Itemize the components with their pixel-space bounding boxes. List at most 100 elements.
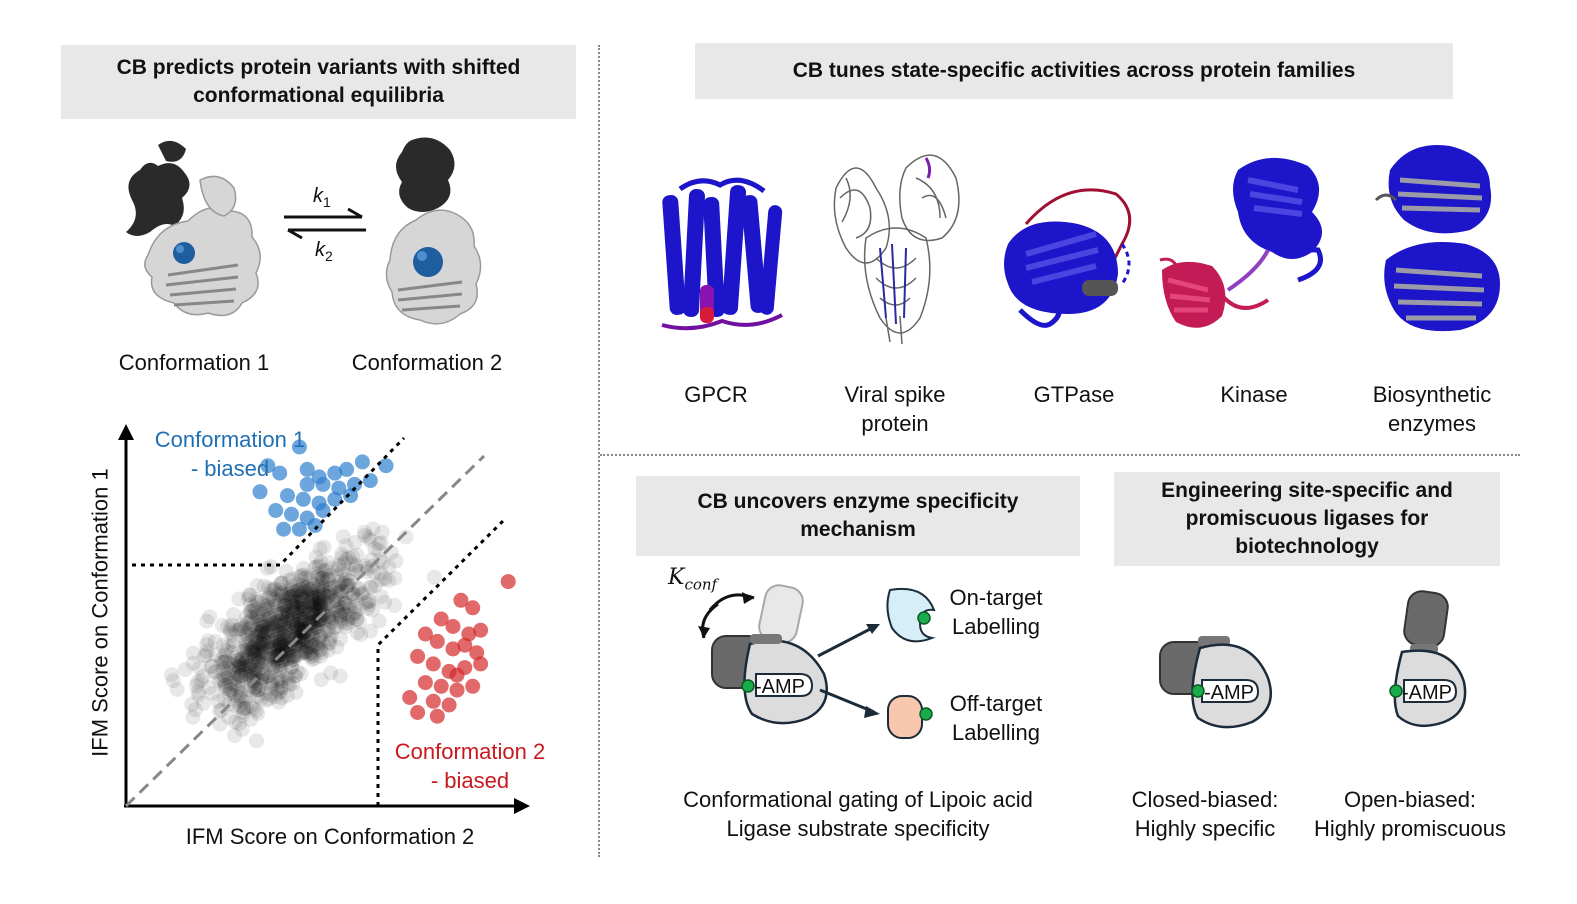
family-label-viral-spike-line1: Viral spike xyxy=(844,382,946,407)
variant-point xyxy=(273,606,289,622)
variant-point xyxy=(240,635,256,651)
conf2-biased-annotation: Conformation 2 - biased xyxy=(380,737,560,795)
variant-point xyxy=(285,625,301,641)
variant-point xyxy=(251,611,267,627)
variant-point xyxy=(287,604,303,620)
variant-point xyxy=(293,595,309,611)
variant-point xyxy=(251,651,267,667)
variant-point xyxy=(195,668,211,684)
variant-point xyxy=(248,622,264,638)
variant-point xyxy=(333,584,348,600)
conf1-biased-point xyxy=(339,461,355,477)
variant-point xyxy=(288,668,304,684)
variant-point xyxy=(318,562,334,578)
variant-point xyxy=(273,636,289,652)
variant-point xyxy=(280,603,296,619)
variant-point xyxy=(268,594,284,610)
variant-point xyxy=(363,579,379,595)
variant-point xyxy=(311,612,326,628)
variant-point xyxy=(250,624,266,640)
variant-point xyxy=(236,701,251,717)
variant-point xyxy=(266,615,281,631)
variant-point xyxy=(227,650,243,666)
variant-point xyxy=(373,535,389,551)
variant-point xyxy=(290,664,306,680)
variant-point xyxy=(266,592,282,608)
variant-point xyxy=(222,625,238,641)
variant-point xyxy=(232,658,248,674)
variant-point xyxy=(294,605,310,621)
conf2-biased-point xyxy=(410,648,426,664)
family-label-kinase-line1: Kinase xyxy=(1220,382,1288,407)
variant-point xyxy=(292,609,308,625)
variant-point xyxy=(236,694,252,710)
variant-point xyxy=(342,573,358,589)
variant-point xyxy=(306,631,321,647)
variant-point xyxy=(377,594,393,610)
variant-point xyxy=(268,631,284,647)
variant-point xyxy=(344,556,360,572)
variant-point xyxy=(339,578,355,594)
variant-point xyxy=(272,623,288,639)
variant-point xyxy=(251,628,267,643)
variant-point xyxy=(216,668,232,683)
variant-point xyxy=(269,682,285,697)
bottom-right-title: Engineering site-specific and promiscuou… xyxy=(1114,472,1500,566)
variant-point xyxy=(239,615,255,631)
rate-k1: k1 xyxy=(313,183,331,211)
variant-point xyxy=(312,598,328,614)
variant-point xyxy=(320,555,336,570)
k-conf-label: Kconf xyxy=(668,563,717,595)
variant-point xyxy=(294,638,310,654)
variant-point xyxy=(266,639,282,655)
variant-point xyxy=(255,650,271,666)
variant-point xyxy=(290,600,306,615)
variant-point xyxy=(292,582,308,598)
variant-point xyxy=(283,612,299,628)
variant-point xyxy=(340,578,356,593)
variant-point xyxy=(279,624,295,640)
conf1-biased-points xyxy=(252,439,394,537)
variant-point xyxy=(292,632,308,648)
conf1-biased-annotation: Conformation 1 - biased xyxy=(140,425,320,483)
variant-point xyxy=(231,672,247,688)
variant-point xyxy=(257,602,273,617)
variant-point xyxy=(270,684,286,700)
variant-point xyxy=(241,648,257,664)
variant-point xyxy=(296,631,312,647)
variant-point xyxy=(322,631,338,647)
variant-point xyxy=(227,728,243,744)
conf1-biased-point xyxy=(378,458,394,474)
variant-point xyxy=(272,630,288,646)
variant-point xyxy=(292,595,308,611)
variant-point xyxy=(253,644,269,660)
variant-point xyxy=(302,646,318,661)
variant-point xyxy=(274,690,290,706)
variant-point xyxy=(313,648,329,664)
variant-point xyxy=(205,658,221,674)
variant-point xyxy=(264,633,280,649)
variant-point xyxy=(280,650,296,666)
variant-point xyxy=(296,591,312,607)
variant-point xyxy=(324,614,340,630)
variant-cloud xyxy=(164,521,442,749)
variant-point xyxy=(293,612,309,628)
variant-point xyxy=(212,703,228,719)
variant-point xyxy=(284,602,300,618)
variant-point xyxy=(281,647,297,663)
variant-point xyxy=(253,654,269,669)
variant-point xyxy=(288,594,304,610)
variant-point xyxy=(295,635,311,651)
variant-point xyxy=(206,664,222,680)
variant-point xyxy=(361,529,377,545)
variant-point xyxy=(314,571,329,586)
variant-point xyxy=(285,615,301,631)
variant-point xyxy=(293,588,309,604)
variant-point xyxy=(371,613,387,629)
variant-point xyxy=(306,637,322,653)
variant-point xyxy=(323,614,339,630)
variant-point xyxy=(349,611,365,627)
conf1-biased-point xyxy=(315,503,331,518)
variant-point xyxy=(304,638,320,654)
variant-point xyxy=(306,597,322,613)
